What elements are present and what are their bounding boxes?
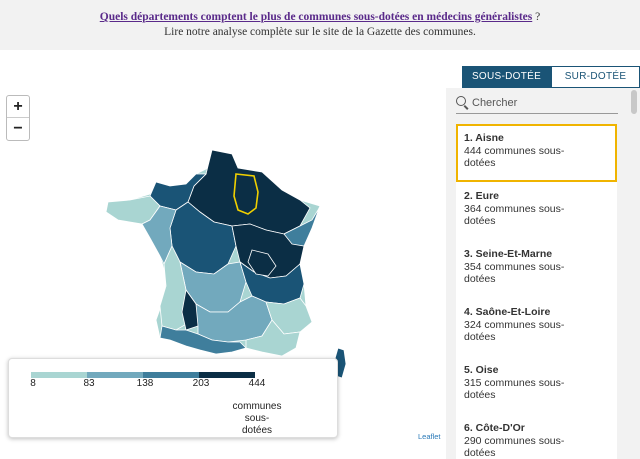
region-pyrenees (159, 325, 247, 355)
legend-tick-3: 138 (136, 378, 154, 389)
search-input[interactable] (472, 94, 618, 112)
list-item-value: 290 communes sous- (464, 434, 565, 447)
region-rhone (239, 260, 305, 305)
list-item-value: 315 communes sous- (464, 376, 565, 389)
scrollbar-thumb[interactable] (631, 90, 637, 114)
department-list[interactable]: 1. Aisne 444 communes sous- dotées 2. Eu… (446, 88, 640, 459)
list-item-value: 444 communes sous- (464, 144, 565, 157)
list-item-value-unit: dotées (464, 157, 496, 169)
france-choropleth-map[interactable] (0, 50, 446, 459)
tabs: SOUS-DOTÉE SUR-DOTÉE (462, 66, 640, 88)
legend-swatch-2 (87, 372, 143, 378)
tab-sous-dotee[interactable]: SOUS-DOTÉE (462, 66, 551, 88)
map-legend: 8 83 138 203 444 communes sous- dotées (8, 358, 338, 438)
region-mediterranean (245, 319, 301, 357)
list-item-name: 2. Eure (464, 190, 500, 202)
legend-tick-4: 203 (192, 378, 210, 389)
list-item[interactable]: 1. Aisne 444 communes sous- dotées (456, 124, 617, 182)
list-item[interactable]: 3. Seine-Et-Marne 354 communes sous- dot… (456, 240, 617, 298)
list-item-value-unit: dotées (464, 215, 496, 227)
region-lorraine (283, 205, 321, 247)
legend-unit-label: communes sous- dotées (215, 401, 299, 437)
list-item-value: 364 communes sous- (464, 202, 565, 215)
legend-unit-line1: communes (232, 401, 282, 412)
list-item-name: 5. Oise (464, 364, 499, 376)
list-item-value: 354 communes sous- (464, 260, 565, 273)
list-item[interactable]: 2. Eure 364 communes sous- dotées (456, 182, 617, 240)
header-question-mark: ? (532, 11, 541, 23)
aisne-highlight (233, 173, 259, 215)
list-item-value: 324 communes sous- (464, 318, 565, 331)
tab-sur-dotee[interactable]: SUR-DOTÉE (551, 66, 640, 88)
leaflet-attribution-link[interactable]: Leaflet (418, 432, 441, 441)
region-burgundy-dark (247, 249, 277, 277)
list-item-name: 6. Côte-D'Or (464, 422, 525, 434)
legend-swatch-4 (199, 372, 255, 378)
list-item-value-unit: dotées (464, 273, 496, 285)
list-item-name: 4. Saône-Et-Loire (464, 306, 551, 318)
list-item-value-unit: dotées (464, 447, 496, 459)
legend-tick-1: 8 (30, 378, 36, 389)
legend-unit-line3: dotées (241, 425, 273, 436)
ranking-panel: SOUS-DOTÉE SUR-DOTÉE 1. Aisne 444 commun… (446, 50, 640, 459)
list-item-name: 3. Seine-Et-Marne (464, 248, 553, 260)
zoom-out-button[interactable]: − (13, 120, 23, 137)
zoom-control: + − (6, 95, 30, 141)
analysis-link[interactable]: Quels départements comptent le plus de c… (99, 11, 533, 23)
legend-tick-2: 83 (83, 378, 95, 389)
search-box (456, 94, 618, 114)
list-item[interactable]: 6. Côte-D'Or 290 communes sous- dotées (456, 414, 617, 459)
list-item-value-unit: dotées (464, 389, 496, 401)
search-icon (456, 96, 466, 106)
legend-swatch-3 (143, 372, 199, 378)
list-item[interactable]: 4. Saône-Et-Loire 324 communes sous- dot… (456, 298, 617, 356)
legend-swatch-1 (31, 372, 87, 378)
header: Quels départements comptent le plus de c… (0, 0, 640, 50)
header-subtitle: Lire notre analyse complète sur le site … (164, 26, 476, 38)
legend-tick-5: 444 (248, 378, 266, 389)
zoom-in-button[interactable]: + (7, 96, 29, 118)
list-item-value-unit: dotées (464, 331, 496, 343)
map[interactable]: + − 8 83 138 203 444 communes sous- doté… (0, 50, 446, 459)
legend-color-bar (31, 372, 255, 378)
list-item[interactable]: 5. Oise 315 communes sous- dotées (456, 356, 617, 414)
legend-unit-line2: sous- (244, 413, 270, 424)
list-item-name: 1. Aisne (464, 132, 504, 144)
header-title-line: Quels départements comptent le plus de c… (0, 10, 640, 25)
